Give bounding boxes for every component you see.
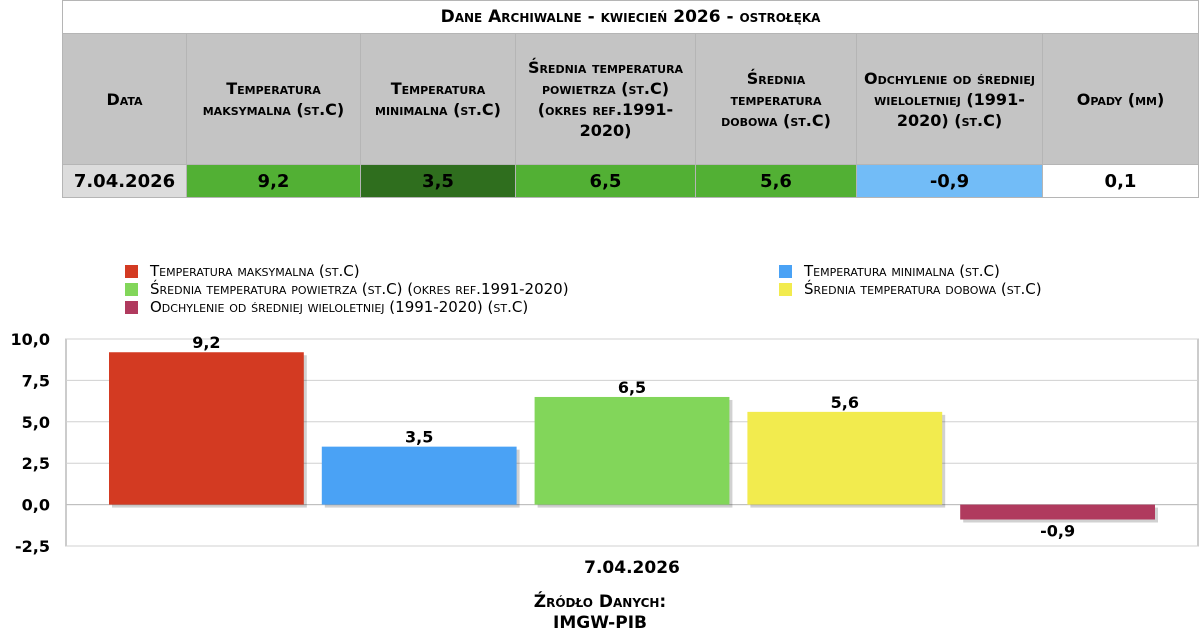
legend-label-temp-min: Temperatura minimalna (st.C)	[804, 262, 1000, 280]
table-title: Dane Archiwalne - kwiecień 2026 - ostroł…	[62, 0, 1199, 34]
source-name: IMGW-PIB	[553, 613, 647, 633]
legend-swatch-temp-avg-ref	[125, 282, 138, 296]
header-precipitation: Opady (mm)	[1042, 33, 1199, 165]
legend-swatch-temp-max	[125, 264, 138, 278]
y-axis-tick-labels: 10,0 7,5 5,0 2,5 0,0 -2,5	[11, 330, 50, 556]
cell-temp-avg-ref: 6,5	[515, 164, 696, 198]
cell-temp-daily-avg: 5,6	[695, 164, 857, 198]
legend-label-deviation: Odchylenie od średniej wieloletniej (199…	[150, 298, 529, 316]
bar-value-label: 3,5	[405, 428, 433, 447]
legend-item-temp-max: Temperatura maksymalna (st.C)	[125, 262, 360, 280]
bar-value-label: 5,6	[831, 393, 859, 412]
bar	[321, 446, 517, 505]
header-temp-min: Temperatura minimalna (st.C)	[360, 33, 516, 165]
header-temp-avg-ref: Średnia temperatura powietrza (st.C) (ok…	[515, 33, 696, 165]
legend-swatch-temp-min	[779, 264, 792, 278]
table-header-row: Data Temperatura maksymalna (st.C) Tempe…	[62, 33, 1199, 165]
data-table: Dane Archiwalne - kwiecień 2026 - ostroł…	[62, 0, 1199, 198]
legend-label-temp-max: Temperatura maksymalna (st.C)	[150, 262, 360, 280]
cell-date: 7.04.2026	[62, 164, 187, 198]
bar-chart: 10,0 7,5 5,0 2,5 0,0 -2,5 9,2 3,5 6,5 5,6 -0,9 7.…	[11, 330, 1199, 578]
legend-swatch-temp-daily-avg	[779, 282, 792, 296]
table-row: 7.04.2026 9,2 3,5 6,5 5,6 -0,9 0,1	[62, 164, 1199, 198]
header-date: Data	[62, 33, 187, 165]
bar	[960, 504, 1155, 520]
bar-value-label: 6,5	[618, 378, 646, 397]
legend-label-temp-daily-avg: Średnia temperatura dobowa (st.C)	[804, 280, 1042, 298]
cell-deviation: -0,9	[856, 164, 1043, 198]
legend-item-temp-daily-avg: Średnia temperatura dobowa (st.C)	[779, 280, 1042, 298]
bar-value-labels: 9,2 3,5 6,5 5,6 -0,9	[192, 333, 1075, 540]
y-tick-label: -2,5	[15, 537, 50, 556]
y-tick-label: 0,0	[22, 496, 50, 515]
cell-temp-min: 3,5	[360, 164, 516, 198]
y-tick-label: 10,0	[11, 330, 50, 349]
legend-swatch-deviation	[125, 300, 138, 314]
header-temp-max: Temperatura maksymalna (st.C)	[186, 33, 361, 165]
bar	[534, 396, 730, 505]
bar-value-label: 9,2	[192, 333, 220, 352]
y-tick-label: 2,5	[22, 454, 50, 473]
bar-value-label: -0,9	[1040, 522, 1075, 541]
cell-precipitation: 0,1	[1042, 164, 1199, 198]
header-deviation: Odchylenie od średniej wieloletniej (199…	[856, 33, 1043, 165]
legend-item-temp-avg-ref: Średnia temperatura powietrza (st.C) (ok…	[125, 280, 569, 298]
legend-item-temp-min: Temperatura minimalna (st.C)	[779, 262, 1000, 280]
bar	[747, 411, 943, 505]
bars	[109, 352, 1158, 523]
y-tick-label: 5,0	[22, 413, 50, 432]
cell-temp-max: 9,2	[186, 164, 361, 198]
y-tick-label: 7,5	[22, 371, 50, 390]
bar	[109, 352, 304, 505]
header-temp-daily-avg: Średnia temperatura dobowa (st.C)	[695, 33, 857, 165]
x-category-label: 7.04.2026	[584, 558, 680, 578]
legend-label-temp-avg-ref: Średnia temperatura powietrza (st.C) (ok…	[150, 280, 569, 298]
legend-item-deviation: Odchylenie od średniej wieloletniej (199…	[125, 298, 528, 316]
source-label: Źródło Danych:	[533, 592, 667, 612]
